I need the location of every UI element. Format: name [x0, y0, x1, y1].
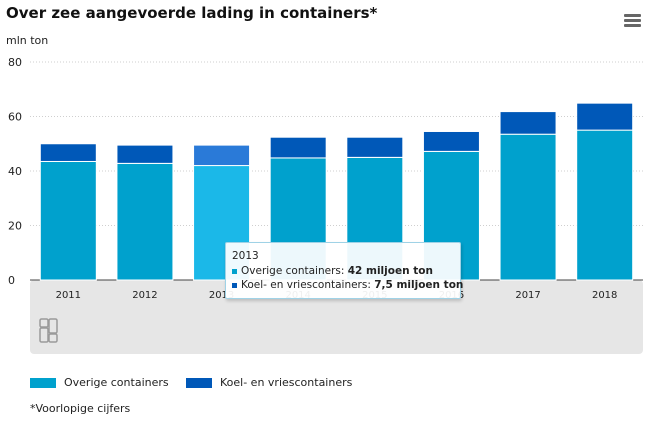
bar-koel-2012 [116, 144, 174, 164]
x-axis-band [30, 280, 643, 354]
tooltip-koel-marker [232, 282, 237, 288]
tooltip-overige-label: Overige containers: [241, 265, 348, 277]
chart-title: Over zee aangevoerde lading in container… [6, 4, 378, 22]
legend-swatch-overige [30, 377, 56, 388]
tooltip-koel-value: 7,5 miljoen ton [374, 279, 464, 291]
y-tick-label: 80 [8, 56, 22, 69]
tooltip-koel-label: Koel- en vriescontainers: [241, 279, 375, 291]
x-tick-label: 2018 [592, 290, 617, 301]
legend-label-koel: Koel- en vriescontainers [220, 376, 353, 389]
tooltip: 2013 Overige containers: 42 miljoen ton … [225, 242, 463, 299]
x-tick-label: 2017 [515, 290, 540, 301]
x-tick-label: 2012 [132, 290, 157, 301]
legend-label-overige: Overige containers [64, 376, 169, 389]
legend-item-overige-containers[interactable]: Overige containers [30, 376, 169, 389]
bar-overige-2018 [576, 129, 634, 281]
y-tick-label: 60 [8, 111, 22, 124]
bar-koel-2013 [193, 144, 251, 167]
footnote: *Voorlopige cijfers [30, 402, 131, 415]
legend-item-koel-vriescontainers[interactable]: Koel- en vriescontainers [186, 376, 352, 389]
bar-koel-2018 [576, 102, 634, 131]
cbs-logo-icon [39, 318, 58, 343]
x-tick-label: 2013 [209, 290, 234, 301]
bar-overige-2012 [116, 162, 174, 281]
bar-koel-2016 [422, 130, 480, 152]
legend-swatch-koel [186, 377, 212, 388]
tooltip-row-koel: Koel- en vriescontainers: 7,5 miljoen to… [232, 279, 463, 291]
tooltip-year: 2013 [232, 250, 259, 262]
y-tick-label: 20 [8, 220, 22, 233]
y-tick-label: 40 [8, 165, 22, 178]
bar-koel-2017 [499, 111, 557, 135]
bar-koel-2011 [39, 143, 97, 162]
tooltip-row-overige: Overige containers: 42 miljoen ton [232, 265, 433, 277]
tooltip-overige-value: 42 miljoen ton [347, 265, 433, 277]
y-tick-label: 0 [8, 274, 15, 287]
tooltip-overige-marker [232, 268, 237, 274]
hamburger-menu-icon[interactable] [624, 14, 641, 28]
bar-koel-2015 [346, 136, 404, 158]
x-tick-label: 2011 [56, 290, 81, 301]
y-axis-unit-label: mln ton [6, 34, 49, 47]
bar-overige-2011 [39, 160, 97, 281]
bar-overige-2017 [499, 133, 557, 281]
bar-koel-2014 [269, 136, 327, 159]
